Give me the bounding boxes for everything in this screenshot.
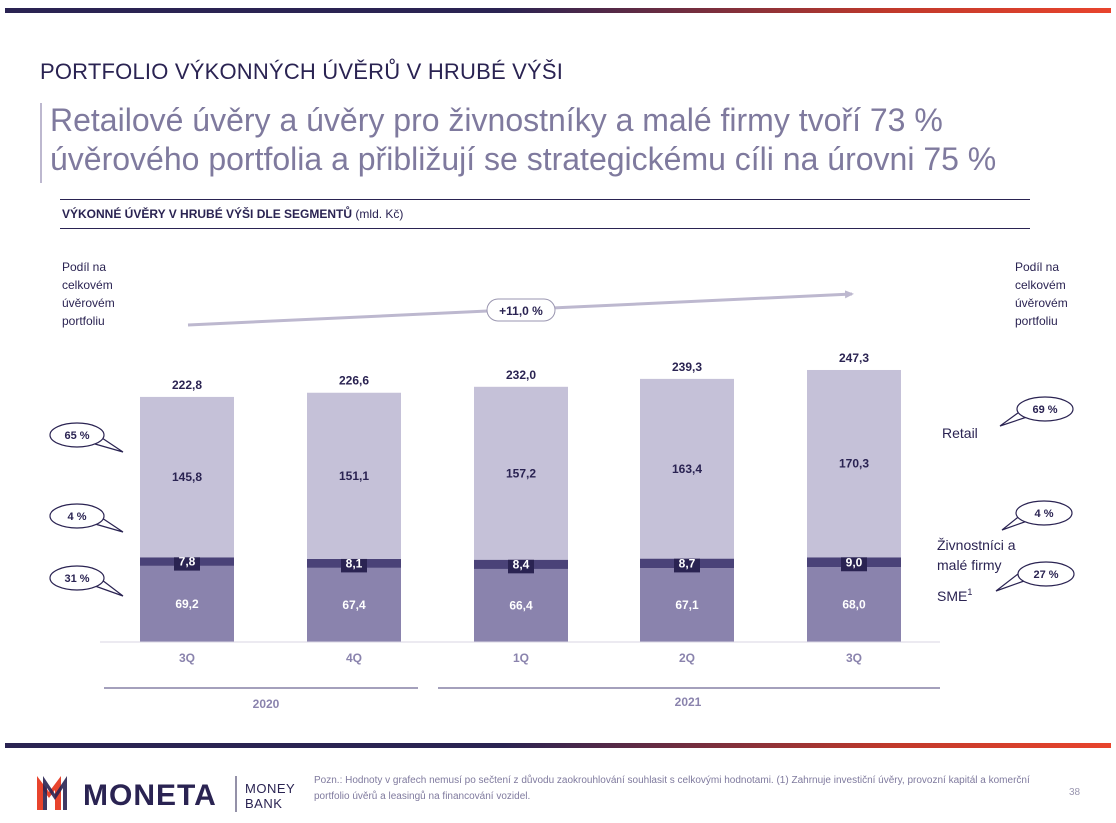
left-callout-sme-text: 31 % [64,573,89,585]
segment-label-sme-text: SME [937,588,967,604]
segment-label-box-4 [841,553,867,572]
bar-segment-0-4 [807,567,901,642]
segment-value-label: 9,0 [846,555,863,569]
total-value-label: 247,3 [839,351,869,365]
moneta-m-overlay [43,776,67,810]
category-tick-label: 3Q [846,651,862,665]
right-callout-small-business-text: 4 % [1035,508,1054,520]
segment-value-label: 69,2 [175,597,199,611]
page-number: 38 [1069,787,1081,798]
segment-label-box-3 [674,554,700,573]
top-accent-bar [5,8,1111,13]
segment-value-label: 8,1 [346,556,363,570]
footer-note: Pozn.: Hodnoty v grafech nemusí po sečte… [314,775,1030,802]
right-callout-retail-text: 69 % [1032,404,1057,416]
chart-title-text: VÝKONNÉ ÚVĚRY V HRUBÉ VÝŠI DLE SEGMENTŮ [62,207,353,221]
left-share-label-line: úvěrovém [62,296,115,310]
year-label-2021: 2021 [675,695,702,709]
segment-value-label: 8,7 [679,556,696,570]
category-tick-label: 1Q [513,651,529,665]
footer-logo: MONETA MONEY BANK [35,772,305,821]
headline-line-1: Retailové úvěry a úvěry pro živnostníky … [50,102,943,138]
total-value-label: 226,6 [339,374,369,388]
left-callout-retail-text: 65 % [64,430,89,442]
bar-segment-2-0 [140,396,234,558]
total-value-label: 222,8 [172,378,202,392]
sub-brand-line1: MONEY [245,781,295,796]
left-share-label-line: Podíl na [62,260,107,274]
bar-segment-2-4 [807,369,901,558]
year-label-2020: 2020 [253,697,280,711]
left-callout-small-business-text: 4 % [68,511,87,523]
segment-label-small-business-2: malé firmy [937,557,1002,573]
chart-unit: (mld. Kč) [355,207,404,221]
headline-line-2: úvěrového portfolia a přibližují se stra… [50,141,997,177]
segment-value-label: 170,3 [839,457,869,471]
brand-name: MONETA [83,779,217,812]
growth-label: +11,0 % [499,304,543,318]
segment-value-label: 151,1 [339,469,369,483]
right-share-label-line: portfoliu [1015,314,1058,328]
bar-segment-2-2 [474,386,568,560]
right-share-label-line: celkovém [1015,278,1066,292]
bar-segment-0-1 [307,567,401,642]
chart-title: VÝKONNÉ ÚVĚRY V HRUBÉ VÝŠI DLE SEGMENTŮ … [62,207,403,221]
segment-value-label: 8,4 [513,557,530,571]
right-callout-retail: 69 % [999,396,1074,427]
bar-segment-2-3 [640,378,734,559]
segment-label-box-2 [508,555,534,574]
total-value-label: 232,0 [506,368,536,382]
section-title: PORTFOLIO VÝKONNÝCH ÚVĚRŮ V HRUBÉ VÝŠI [40,59,564,84]
segment-value-label: 163,4 [672,462,702,476]
right-callout-sme-text: 27 % [1033,569,1058,581]
segment-label-retail: Retail [942,425,978,441]
bar-segment-0-0 [140,565,234,642]
right-callout-small-business: 4 % [1001,500,1073,531]
left-share-label: Podíl na celkovém úvěrovém portfoliu [62,258,115,330]
segment-label-sme-superscript: 1 [967,587,972,597]
segment-label-small-business-1: Živnostníci a [937,537,1016,553]
segment-value-label: 66,4 [509,598,533,612]
right-share-label: Podíl na celkovém úvěrovém portfoliu [1015,258,1068,330]
left-share-label-line: celkovém [62,278,113,292]
headline-rule [40,103,42,183]
left-share-label-line: portfoliu [62,314,105,328]
category-tick-label: 4Q [346,651,362,665]
left-callout-retail: 65 % [49,422,124,453]
category-tick-label: 3Q [179,651,195,665]
sub-brand-line2: BANK [245,796,282,811]
segment-label-sme: SME1 [937,587,972,604]
bottom-accent-bar [5,743,1111,748]
right-share-label-line: úvěrovém [1015,296,1068,310]
bar-segment-2-1 [307,392,401,559]
left-callout-sme: 31 % [49,565,124,597]
segment-value-label: 157,2 [506,466,536,480]
right-callout-sme: 27 % [995,561,1075,592]
left-callout-small-business: 4 % [49,503,124,533]
chart-title-box: VÝKONNÉ ÚVĚRY V HRUBÉ VÝŠI DLE SEGMENTŮ … [60,199,1030,229]
moneta-logo: MONETA MONEY BANK [37,776,295,812]
right-share-label-line: Podíl na [1015,260,1060,274]
segment-value-label: 67,4 [342,598,366,612]
growth-badge [486,298,556,322]
bars-group: 69,2 7,8 145,8 222,8 3Q 67,4 8,1 151,1 226,6 4Q 66… [140,351,901,665]
headline: Retailové úvěry a úvěry pro živnostníky … [50,101,1090,179]
total-value-label: 239,3 [672,360,702,374]
segment-value-label: 67,1 [675,598,699,612]
segment-value-label: 145,8 [172,470,202,484]
bar-segment-0-2 [474,568,568,642]
segment-value-label: 7,8 [179,555,196,569]
bar-segment-0-3 [640,568,734,642]
category-tick-label: 2Q [679,651,695,665]
segment-value-label: 68,0 [842,598,866,612]
